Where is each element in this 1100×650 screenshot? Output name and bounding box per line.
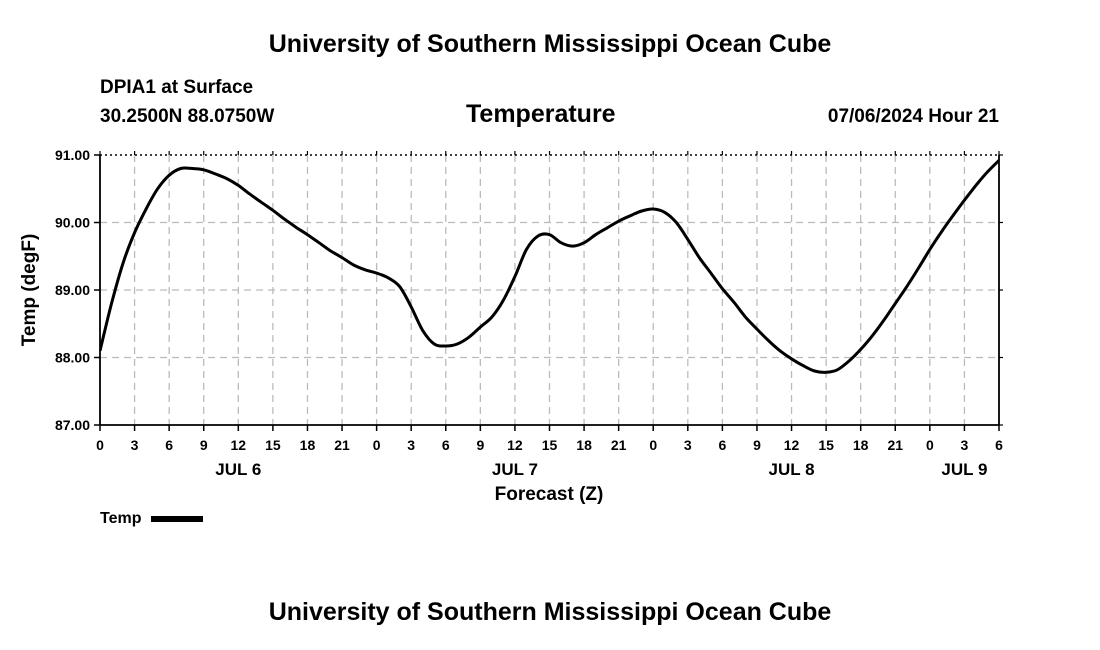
x-tick-label: 21 [887, 437, 903, 453]
x-tick-label: 12 [784, 437, 800, 453]
x-tick-label: 9 [476, 437, 484, 453]
legend: Temp [100, 510, 204, 528]
x-tick-label: 0 [649, 437, 657, 453]
x-tick-label: 9 [753, 437, 761, 453]
y-axis-label: Temp (degF) [19, 234, 40, 347]
legend-swatch [151, 516, 204, 522]
station-label: DPIA1 at Surface [100, 77, 254, 98]
x-axis-label: Forecast (Z) [495, 484, 604, 505]
x-tick-label: 3 [131, 437, 139, 453]
y-tick-label: 91.00 [55, 147, 90, 163]
y-tick-label: 88.00 [55, 350, 90, 366]
coordinates-label: 30.2500N 88.0750W [100, 106, 275, 127]
page-title: University of Southern Mississippi Ocean… [268, 30, 832, 58]
x-tick-label: 12 [507, 437, 523, 453]
series-layer [100, 159, 999, 374]
date-label: JUL 8 [769, 460, 815, 479]
x-tick-label: 21 [611, 437, 627, 453]
grid-lines [100, 155, 999, 425]
x-tick-label: 6 [718, 437, 726, 453]
x-tick-label: 0 [373, 437, 381, 453]
x-tick-label: 18 [300, 437, 316, 453]
y-tick-label: 89.00 [55, 282, 90, 298]
legend-label: Temp [100, 510, 142, 527]
date-label: JUL 9 [941, 460, 987, 479]
footer-title: University of Southern Mississippi Ocean… [268, 598, 832, 626]
chart-title: Temperature [466, 100, 616, 128]
x-tick-label: 3 [407, 437, 415, 453]
x-tick-label: 9 [200, 437, 208, 453]
x-tick-label: 0 [926, 437, 934, 453]
datetime-label: 07/06/2024 Hour 21 [827, 106, 999, 127]
date-label: JUL 6 [215, 460, 261, 479]
x-tick-label: 6 [442, 437, 450, 453]
x-tick-label: 15 [818, 437, 834, 453]
x-tick-label: 3 [684, 437, 692, 453]
x-tick-label: 21 [334, 437, 350, 453]
x-tick-label: 18 [576, 437, 592, 453]
x-tick-label: 6 [995, 437, 1003, 453]
x-tick-label: 15 [265, 437, 281, 453]
y-tick-label: 90.00 [55, 215, 90, 231]
y-tick-label: 87.00 [55, 417, 90, 433]
x-tick-label: 0 [96, 437, 104, 453]
x-tick-label: 12 [231, 437, 247, 453]
series-line-temp [100, 159, 999, 374]
x-tick-label: 18 [853, 437, 869, 453]
x-tick-label: 6 [165, 437, 173, 453]
x-tick-label: 15 [542, 437, 558, 453]
axes: 0 3 6 9 12 15 18 21 0 3 6 9 12 15 18 21 0 3 6 9 12 15 18 21 0 3 6 8… [55, 147, 1003, 479]
x-tick-label: 3 [961, 437, 969, 453]
date-label: JUL 7 [492, 460, 538, 479]
